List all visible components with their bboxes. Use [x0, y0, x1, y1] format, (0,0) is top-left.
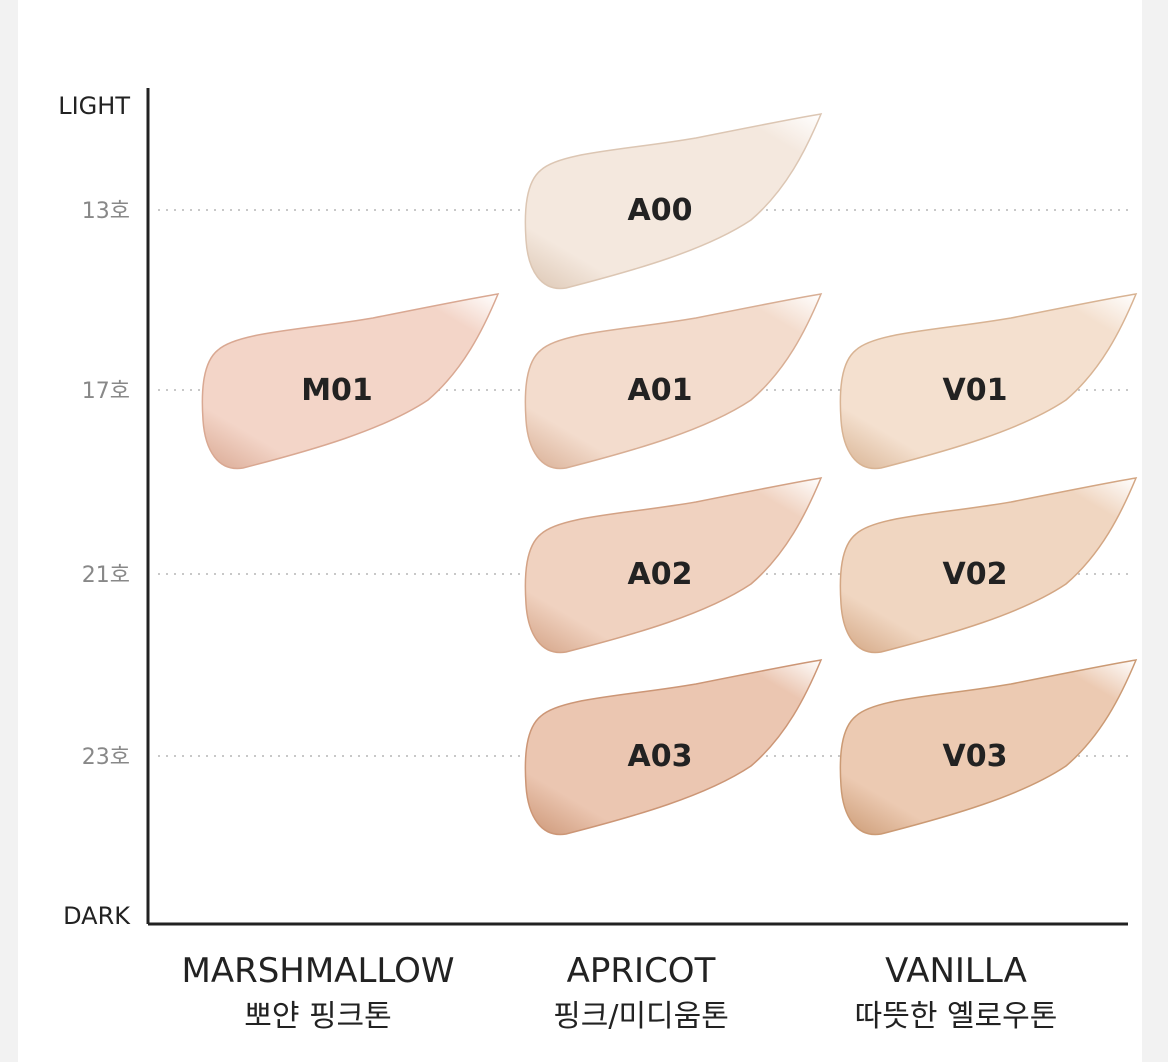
- category-desc: 핑크/미디움톤: [553, 999, 729, 1034]
- swatches: M01 A00 A01 A02 A03 V01 V02 V03: [201, 113, 1138, 836]
- y-label-top: LIGHT: [58, 92, 130, 120]
- swatch-a00: A00: [524, 113, 823, 290]
- category-name: VANILLA: [885, 951, 1027, 991]
- y-tick-label: 13호: [82, 199, 130, 224]
- category-name: MARSHMALLOW: [181, 951, 454, 991]
- swatch-label: A03: [628, 739, 693, 774]
- swatch-a02: A02: [524, 477, 823, 654]
- swatch-label: V02: [943, 557, 1008, 592]
- y-ticks: 13호 17호 21호 23호: [82, 199, 130, 770]
- y-tick-label: 21호: [82, 563, 130, 588]
- axes: LIGHT DARK: [58, 88, 1128, 930]
- swatch-a01: A01: [524, 293, 823, 470]
- swatch-smear: [839, 477, 1138, 654]
- swatch-label: M01: [301, 373, 373, 408]
- category-desc: 뽀얀 핑크톤: [244, 999, 392, 1034]
- swatch-v03: V03: [839, 659, 1138, 836]
- category-name: APRICOT: [567, 951, 716, 991]
- swatch-smear: [524, 659, 823, 836]
- swatch-label: V01: [943, 373, 1008, 408]
- swatch-smear: [201, 293, 500, 470]
- swatch-smear: [524, 293, 823, 470]
- swatch-v02: V02: [839, 477, 1138, 654]
- swatch-m01: M01: [201, 293, 500, 470]
- gridlines: [158, 209, 1128, 757]
- y-tick-label: 17호: [82, 379, 130, 404]
- y-tick-label: 23호: [82, 745, 130, 770]
- swatch-label: V03: [943, 739, 1008, 774]
- swatch-a03: A03: [524, 659, 823, 836]
- swatch-v01: V01: [839, 293, 1138, 470]
- swatch-label: A00: [628, 193, 693, 228]
- swatch-smear: [524, 477, 823, 654]
- category-desc: 따뜻한 옐로우톤: [855, 999, 1058, 1034]
- y-label-bottom: DARK: [63, 902, 131, 930]
- chart-canvas: M01 A00 A01 A02 A03 V01 V02 V03 LIGHT DARK 13호 1…: [18, 0, 1142, 1062]
- swatch-smear: [839, 293, 1138, 470]
- swatch-label: A02: [628, 557, 693, 592]
- swatch-smear: [524, 113, 823, 290]
- swatch-smear: [839, 659, 1138, 836]
- swatch-label: A01: [628, 373, 693, 408]
- category-labels: MARSHMALLOW 뽀얀 핑크톤 APRICOT 핑크/미디움톤 VANILLA 따뜻…: [181, 951, 1057, 1034]
